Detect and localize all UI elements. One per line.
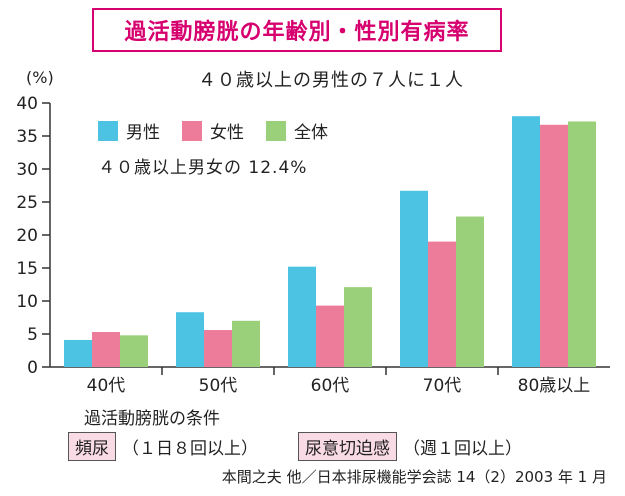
y-tick-label: 10 <box>16 292 38 312</box>
bar-male <box>288 266 316 367</box>
x-tick-label: 80歳以上 <box>518 376 591 396</box>
bar-all <box>568 121 596 367</box>
condition-frequency: 頻尿 （１日８回以上） <box>68 432 258 461</box>
legend-item-female: 女性 <box>182 118 244 143</box>
bar-male <box>176 312 204 367</box>
y-axis-unit: (%) <box>26 68 54 87</box>
bar-female <box>540 124 568 367</box>
x-tick-label: 70代 <box>423 376 462 396</box>
bar-male <box>400 190 428 367</box>
x-tick-label: 50代 <box>199 376 238 396</box>
bar-all <box>456 216 484 367</box>
source-citation: 本間之夫 他／日本排尿機能学会誌 14（2）2003 年 1 月 <box>221 468 607 486</box>
x-tick-label: 60代 <box>311 376 350 396</box>
condition-text-frequency: （１日８回以上） <box>122 439 258 459</box>
prevalence-note: ４０歳以上男女の 12.4% <box>98 158 308 178</box>
chart-title: 過活動膀胱の年齢別・性別有病率 <box>92 8 502 52</box>
legend-label-female: 女性 <box>210 123 244 143</box>
legend-label-all: 全体 <box>294 123 328 143</box>
chart-subtitle: ４０歳以上の男性の７人に１人 <box>198 70 464 91</box>
bar-all <box>120 335 148 367</box>
legend-swatch-female <box>182 120 202 141</box>
bar-female <box>204 330 232 367</box>
legend: 男性 女性 全体 <box>98 118 328 143</box>
condition-text-urgency: （週１回以上） <box>403 439 522 459</box>
x-tick-label: 40代 <box>87 376 126 396</box>
y-tick-label: 0 <box>27 358 38 378</box>
condition-urgency: 尿意切迫感 （週１回以上） <box>298 432 522 461</box>
legend-item-male: 男性 <box>98 118 160 143</box>
legend-label-male: 男性 <box>126 123 160 143</box>
y-tick-label: 5 <box>27 325 38 345</box>
conditions-title: 過活動膀胱の条件 <box>84 409 220 429</box>
y-tick-label: 15 <box>16 259 38 279</box>
legend-swatch-male <box>98 120 118 141</box>
y-tick-label: 25 <box>16 193 38 213</box>
condition-tag-frequency: 頻尿 <box>68 432 116 461</box>
y-tick-label: 20 <box>16 226 38 246</box>
bar-male <box>512 116 540 367</box>
bar-male <box>64 339 92 367</box>
bar-female <box>92 332 120 367</box>
bar-female <box>316 305 344 367</box>
y-tick-label: 40 <box>16 94 38 114</box>
legend-item-all: 全体 <box>266 118 328 143</box>
bar-female <box>428 241 456 367</box>
bar-all <box>232 320 260 367</box>
y-tick-label: 35 <box>16 127 38 147</box>
legend-swatch-all <box>266 120 286 141</box>
condition-tag-urgency: 尿意切迫感 <box>298 432 397 461</box>
y-tick-label: 30 <box>16 160 38 180</box>
bar-all <box>344 287 372 367</box>
